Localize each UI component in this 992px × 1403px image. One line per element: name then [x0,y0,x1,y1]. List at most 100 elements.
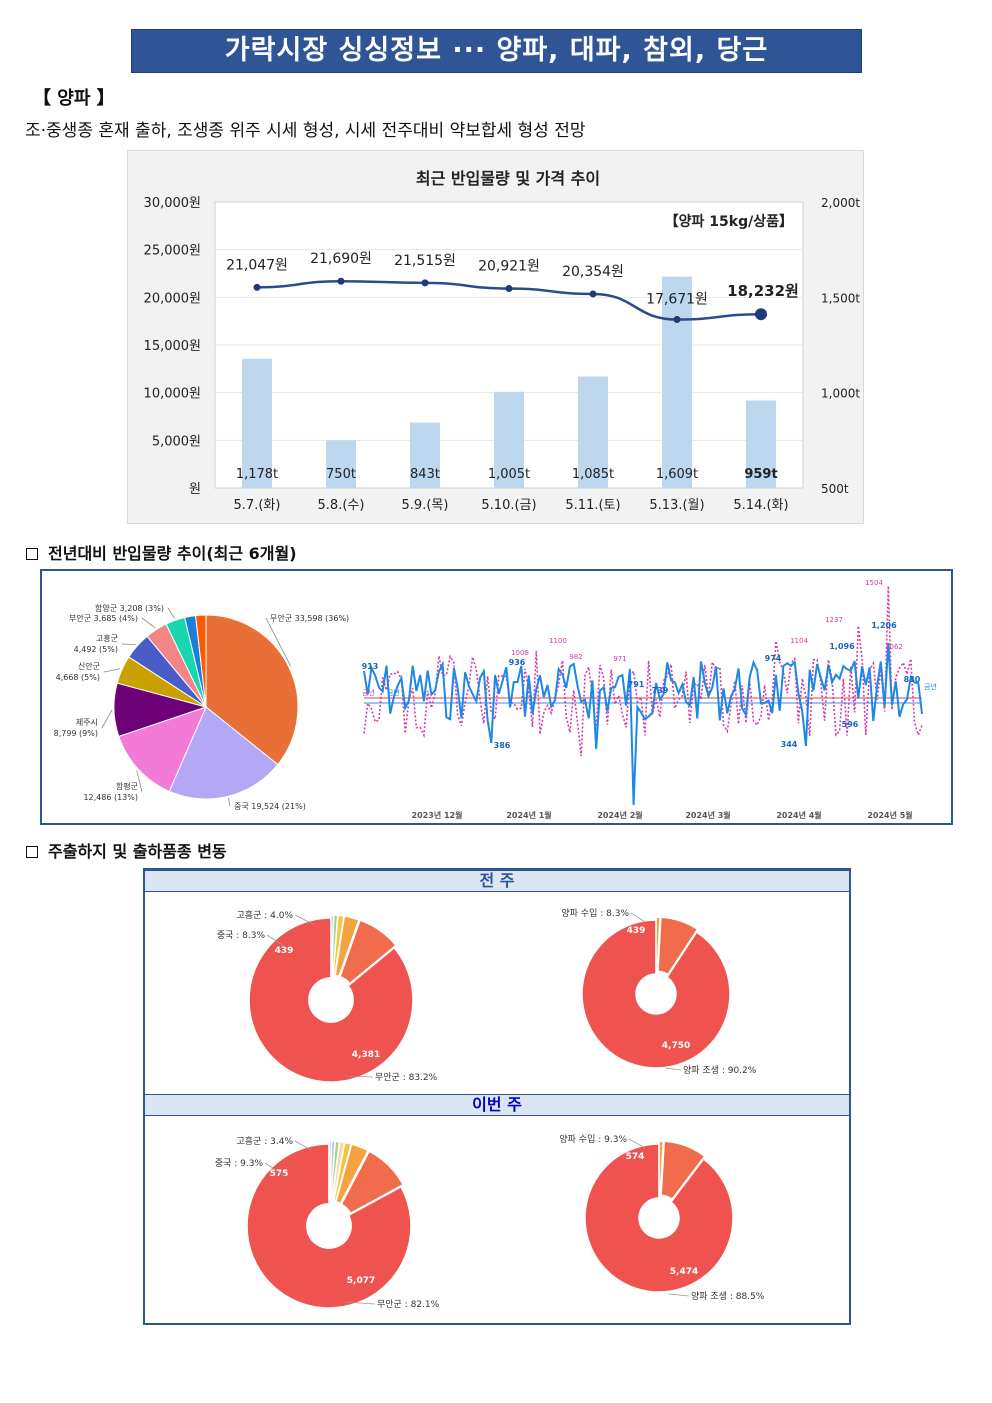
price-point [755,308,767,321]
donut-slice [328,1140,333,1202]
callout-line [344,1301,376,1305]
price-label: 18,232원 [727,282,799,300]
current-point-label: 791 [628,680,645,689]
shipping-panel: 전 주 이번 주 4,381 439 고흥군 : 4.0% 중국 : 8.3% 무안군 … [143,868,851,1325]
left-axis-tick: 10,000원 [144,387,201,402]
trend-panel: 무안군 33,598 (36%) 중국 19,524 (21%) 함평군 12,486… [40,569,953,825]
price-point [253,283,261,291]
donut-slice [330,914,335,976]
donut-callout: 양파 조생 : 88.5% [691,1291,765,1302]
origin-pie-label: 고흥군 [96,633,118,643]
volume-bar [410,422,440,488]
ship-heading: 주출하지 및 출하품종 변동 [26,838,227,862]
left-axis-tick: 20,000원 [144,291,201,306]
origin-pie-label: 8,799 (9%) [54,729,98,738]
origin-pie-label: 함평군 [116,781,138,791]
origin-pie-slice [118,706,207,793]
current-point-label: 830 [904,675,921,684]
leader-line [265,617,292,667]
price-label: 21,690원 [310,251,372,267]
unit-note: 【양파 15kg/상품】 [665,214,793,230]
donut-chart: 4,750 439 양파 수입 : 8.3% 양파 조생 : 90.2% [561,907,756,1076]
callout-line [630,912,646,923]
x-axis-tick: 2024년 3월 [685,810,730,820]
prev-point-label: 1100 [549,637,567,645]
donut-chart: 4,381 439 고흥군 : 4.0% 중국 : 8.3% 무안군 : 83.2% [217,909,438,1083]
this-week-bar: 이번 주 [145,1094,849,1116]
volume-label: 843t [410,467,440,482]
price-label: 21,515원 [394,253,456,269]
x-axis-label: 5.13.(월) [649,498,704,513]
volume-label: 959t [744,467,777,482]
price-label: 17,671원 [646,292,708,308]
donut-slice [657,916,699,976]
last-week-bar: 전 주 [145,870,849,892]
series-label: 금년 [362,688,375,697]
prev-point-label: 1062 [885,643,903,651]
prev-point-label: 1104 [790,637,808,645]
origin-pie-slice [195,614,207,708]
price-label: 20,354원 [562,264,624,280]
callout-line [264,1162,286,1177]
price-volume-svg: 최근 반입물량 및 가격 추이 30,000원 25,000원 20,000원 15,… [144,169,861,513]
current-point-label: 344 [781,740,798,749]
volume-label: 750t [326,467,356,482]
prev-point-label: 1008 [511,649,529,657]
x-axis-tick: 2024년 4월 [776,810,821,820]
volume-label: 1,178t [236,467,278,482]
x-axis-label: 5.14.(화) [733,498,788,513]
origin-pie-label: 신안군 [78,661,100,671]
prev-point-label: 971 [613,655,626,663]
origin-pie-label: 함양군 3,208 (3%) [95,604,164,613]
current-point-label: 936 [509,658,526,667]
callout-line [628,1138,646,1149]
left-axis-tick: 30,000원 [144,196,201,211]
right-axis-tick: 2,000t [821,196,860,210]
left-axis-tick: 5,000원 [152,434,201,449]
donut-value-label: 5,077 [347,1276,375,1286]
origin-pie-label: 부안군 3,685 (4%) [69,613,138,623]
series-label: 금년 [387,688,400,697]
volume-bar [746,400,776,488]
this-year-series [363,642,923,806]
left-axis-tick: 25,000원 [144,244,201,259]
leader-line [167,607,175,619]
donut-value-label: 575 [270,1169,289,1179]
current-point-label: 596 [842,720,859,729]
leader-line [136,770,143,793]
donut-value-label: 5,474 [670,1267,698,1277]
price-volume-chart: 최근 반입물량 및 가격 추이 30,000원 25,000원 20,000원 15,… [127,150,864,524]
donut-callout: 중국 : 9.3% [215,1158,264,1169]
leader-line [103,668,121,673]
callout-line [668,1293,690,1297]
callout-line [664,1067,682,1071]
callout-line [294,914,314,925]
x-axis-label: 5.11.(토) [565,498,620,513]
right-axis-tick: 500t [821,482,849,496]
price-point [421,279,429,287]
donut-slice [584,1143,734,1293]
right-axis-tick: 1,000t [821,387,860,401]
current-point-label: 1,206 [871,621,897,630]
volume-label: 1,609t [656,467,698,482]
x-axis-tick: 2023년 12월 [412,810,463,820]
origin-pie-label: 4,492 (5%) [74,645,118,654]
donut-value-label: 4,381 [352,1050,380,1060]
checkbox-square-icon [26,846,38,858]
donut-callout: 양파 수입 : 9.3% [559,1133,627,1145]
price-point [505,285,513,293]
origin-pie-slice [205,614,299,766]
leader-line [141,617,156,629]
volume-bar [578,376,608,488]
price-label: 21,047원 [226,257,288,273]
right-axis-tick: 1,500t [821,291,860,305]
donut-slice [660,1140,706,1201]
x-axis-tick: 2024년 2월 [597,810,642,820]
current-point-label: 913 [362,662,379,671]
donut-value-label: 4,750 [662,1041,690,1051]
volume-bar [242,358,272,488]
donut-slice [339,919,398,985]
price-label: 20,921원 [478,259,540,275]
current-point-label: 386 [494,741,511,750]
